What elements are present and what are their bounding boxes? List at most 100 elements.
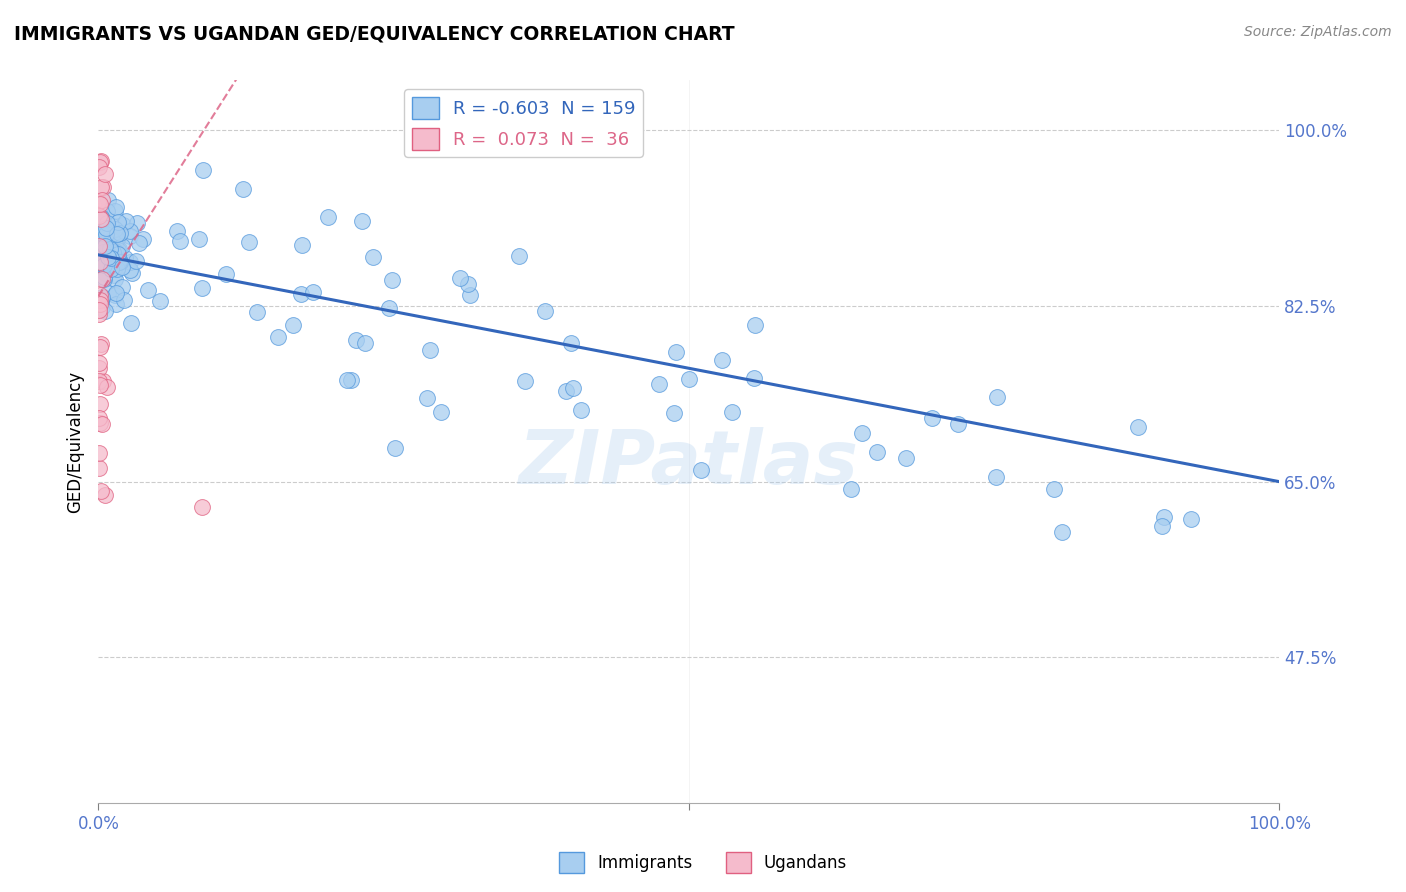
Point bbox=[361, 250, 384, 264]
Point bbox=[90, 154, 112, 169]
Point bbox=[128, 235, 150, 250]
Point bbox=[1153, 509, 1175, 524]
Point bbox=[101, 258, 124, 272]
Point bbox=[93, 258, 115, 272]
Point bbox=[149, 293, 172, 308]
Point bbox=[111, 260, 134, 274]
Point bbox=[238, 235, 260, 249]
Point bbox=[107, 245, 129, 260]
Point bbox=[115, 214, 138, 228]
Point bbox=[90, 484, 112, 499]
Point bbox=[101, 243, 124, 257]
Point bbox=[562, 381, 585, 395]
Point bbox=[316, 211, 339, 225]
Point bbox=[93, 244, 115, 259]
Point bbox=[98, 242, 121, 256]
Point bbox=[1050, 524, 1073, 539]
Point bbox=[96, 203, 118, 218]
Point bbox=[89, 241, 111, 255]
Point bbox=[100, 262, 122, 277]
Point bbox=[946, 417, 969, 431]
Point bbox=[690, 463, 713, 477]
Point bbox=[125, 216, 148, 230]
Point bbox=[107, 242, 129, 256]
Point bbox=[112, 293, 135, 307]
Point bbox=[91, 256, 114, 270]
Point bbox=[89, 303, 111, 318]
Point bbox=[89, 155, 111, 169]
Point bbox=[193, 162, 215, 177]
Point bbox=[96, 216, 118, 230]
Legend: R = -0.603  N = 159, R =  0.073  N =  36: R = -0.603 N = 159, R = 0.073 N = 36 bbox=[405, 89, 643, 157]
Point bbox=[344, 333, 367, 347]
Point bbox=[89, 446, 111, 460]
Point bbox=[120, 255, 142, 269]
Point bbox=[120, 316, 142, 330]
Point bbox=[90, 290, 112, 304]
Point bbox=[921, 410, 943, 425]
Point bbox=[105, 253, 128, 268]
Point bbox=[97, 285, 120, 300]
Point bbox=[87, 239, 110, 253]
Point bbox=[865, 445, 887, 459]
Point bbox=[457, 277, 479, 292]
Point bbox=[104, 244, 127, 258]
Point bbox=[378, 301, 401, 315]
Point bbox=[132, 232, 155, 246]
Point bbox=[97, 238, 120, 252]
Point bbox=[90, 212, 112, 227]
Point bbox=[87, 307, 110, 321]
Point bbox=[839, 482, 862, 496]
Point bbox=[984, 470, 1007, 484]
Point bbox=[555, 384, 578, 398]
Point bbox=[513, 374, 536, 388]
Point bbox=[89, 296, 111, 310]
Legend: Immigrants, Ugandans: Immigrants, Ugandans bbox=[553, 846, 853, 880]
Point bbox=[986, 391, 1008, 405]
Point bbox=[744, 371, 766, 385]
Text: IMMIGRANTS VS UGANDAN GED/EQUIVALENCY CORRELATION CHART: IMMIGRANTS VS UGANDAN GED/EQUIVALENCY CO… bbox=[14, 25, 735, 44]
Point bbox=[105, 253, 128, 268]
Point bbox=[97, 237, 120, 252]
Point bbox=[664, 406, 686, 420]
Point bbox=[458, 288, 481, 302]
Point bbox=[96, 225, 118, 239]
Point bbox=[111, 239, 134, 253]
Point bbox=[187, 232, 209, 246]
Point bbox=[89, 255, 111, 269]
Point bbox=[90, 300, 112, 314]
Point bbox=[678, 372, 700, 386]
Point bbox=[89, 209, 111, 223]
Point bbox=[90, 417, 112, 431]
Point bbox=[107, 253, 129, 268]
Point bbox=[104, 200, 127, 214]
Point bbox=[104, 222, 127, 236]
Point bbox=[89, 340, 111, 354]
Point bbox=[508, 249, 530, 263]
Point bbox=[104, 285, 127, 300]
Point bbox=[100, 251, 122, 265]
Point bbox=[93, 269, 115, 284]
Point bbox=[94, 266, 117, 280]
Point bbox=[851, 426, 873, 441]
Point bbox=[108, 255, 131, 269]
Point bbox=[1043, 482, 1066, 496]
Point bbox=[90, 296, 112, 310]
Point bbox=[302, 285, 325, 299]
Point bbox=[665, 344, 688, 359]
Point bbox=[118, 262, 141, 277]
Point bbox=[121, 266, 143, 280]
Point bbox=[104, 236, 127, 251]
Point bbox=[103, 268, 125, 282]
Point bbox=[87, 411, 110, 425]
Point bbox=[711, 352, 734, 367]
Point bbox=[100, 224, 122, 238]
Point bbox=[125, 253, 148, 268]
Point bbox=[89, 196, 111, 211]
Point bbox=[353, 335, 375, 350]
Point bbox=[534, 304, 557, 318]
Point bbox=[381, 273, 404, 287]
Point bbox=[96, 221, 118, 235]
Point bbox=[94, 488, 117, 502]
Point bbox=[1126, 419, 1149, 434]
